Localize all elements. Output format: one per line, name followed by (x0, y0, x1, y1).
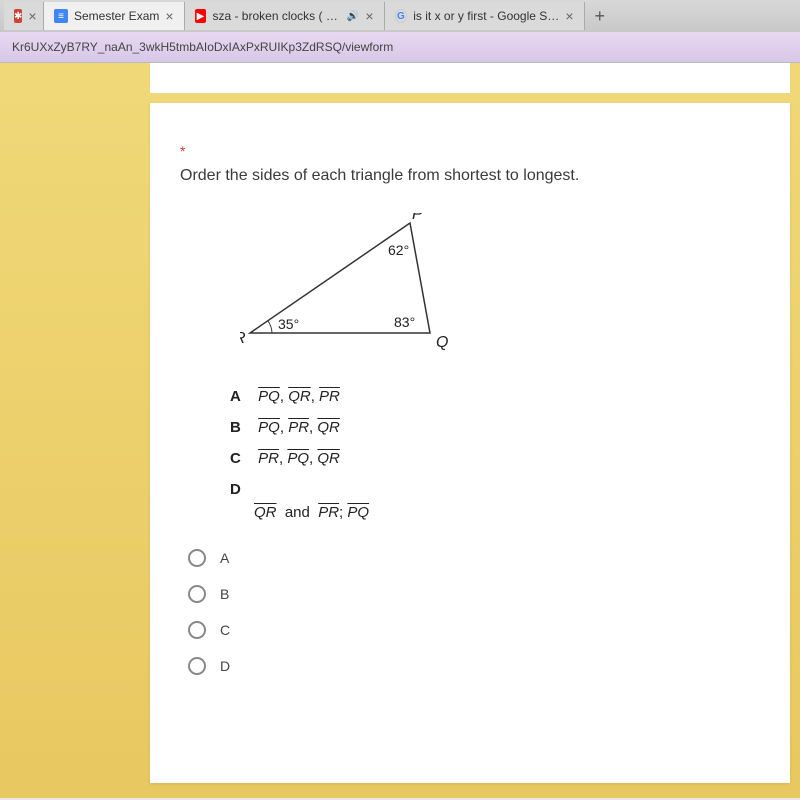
angle-label-r: 35° (278, 316, 299, 332)
choice-text: PQ, PR, QR (258, 419, 340, 436)
choice-d: D QR and PR; PQ (230, 481, 760, 521)
radio-group: A B C D (188, 549, 760, 675)
youtube-icon: ▶ (195, 9, 207, 23)
choice-text: PR, PQ, QR (258, 450, 340, 467)
choice-c: C PR, PQ, QR (230, 450, 760, 467)
question-card: * Order the sides of each triangle from … (150, 103, 790, 783)
tab-title: sza - broken clocks ( slowed (212, 9, 340, 23)
sound-icon[interactable]: 🔊 (347, 11, 359, 22)
tab-item-youtube[interactable]: ▶ sza - broken clocks ( slowed 🔊 × (185, 2, 385, 30)
angle-label-q: 83° (394, 314, 415, 330)
url-bar[interactable]: Kr6UXxZyB7RY_naAn_3wkH5tmbAIoDxIAxPxRUIK… (0, 32, 800, 63)
question-text: Order the sides of each triangle from sh… (180, 167, 760, 185)
tab-item-semester-exam[interactable]: ≡ Semester Exam × (44, 2, 185, 30)
radio-label: A (220, 550, 229, 566)
radio-label: B (220, 586, 229, 602)
viewport: * Order the sides of each triangle from … (0, 63, 800, 798)
choice-a: A PQ, QR, PR (230, 388, 760, 405)
choice-b: B PQ, PR, QR (230, 419, 760, 436)
radio-icon[interactable] (188, 585, 206, 603)
radio-option-b[interactable]: B (188, 585, 760, 603)
close-icon[interactable]: × (365, 8, 373, 24)
tab-item-google[interactable]: G is it x or y first - Google Search × (385, 2, 585, 30)
google-icon: G (395, 9, 408, 23)
favicon-icon: ✱ (14, 9, 22, 23)
answer-choices: A PQ, QR, PR B PQ, PR, QR C PR, PQ, QR D… (230, 388, 760, 521)
angle-label-p: 62° (388, 242, 409, 258)
radio-option-c[interactable]: C (188, 621, 760, 639)
choice-label: B (230, 419, 254, 436)
close-icon[interactable]: × (165, 8, 173, 24)
radio-label: C (220, 622, 230, 638)
angle-arc (268, 321, 272, 333)
radio-option-d[interactable]: D (188, 657, 760, 675)
radio-label: D (220, 658, 230, 674)
card-peek (150, 63, 790, 93)
tab-item[interactable]: ✱ × (4, 2, 44, 30)
choice-label: A (230, 388, 254, 405)
triangle-svg: P Q R 62° 83° 35° (240, 213, 460, 363)
close-icon[interactable]: × (565, 8, 573, 24)
vertex-label-q: Q (436, 334, 448, 351)
close-icon[interactable]: × (28, 8, 36, 24)
tab-title: is it x or y first - Google Search (413, 9, 559, 23)
required-icon: * (180, 143, 185, 159)
radio-icon[interactable] (188, 621, 206, 639)
choice-text: PQ, QR, PR (258, 388, 340, 405)
choice-text: QR and PR; PQ (254, 504, 369, 521)
radio-icon[interactable] (188, 657, 206, 675)
triangle-figure: P Q R 62° 83° 35° (240, 213, 760, 368)
tab-title: Semester Exam (74, 9, 159, 23)
new-tab-button[interactable]: + (585, 6, 616, 27)
choice-label: D (230, 481, 254, 498)
radio-icon[interactable] (188, 549, 206, 567)
forms-icon: ≡ (54, 9, 68, 23)
vertex-label-r: R (240, 330, 246, 347)
radio-option-a[interactable]: A (188, 549, 760, 567)
tab-bar: ✱ × ≡ Semester Exam × ▶ sza - broken clo… (0, 0, 800, 32)
choice-label: C (230, 450, 254, 467)
vertex-label-p: P (412, 213, 423, 223)
